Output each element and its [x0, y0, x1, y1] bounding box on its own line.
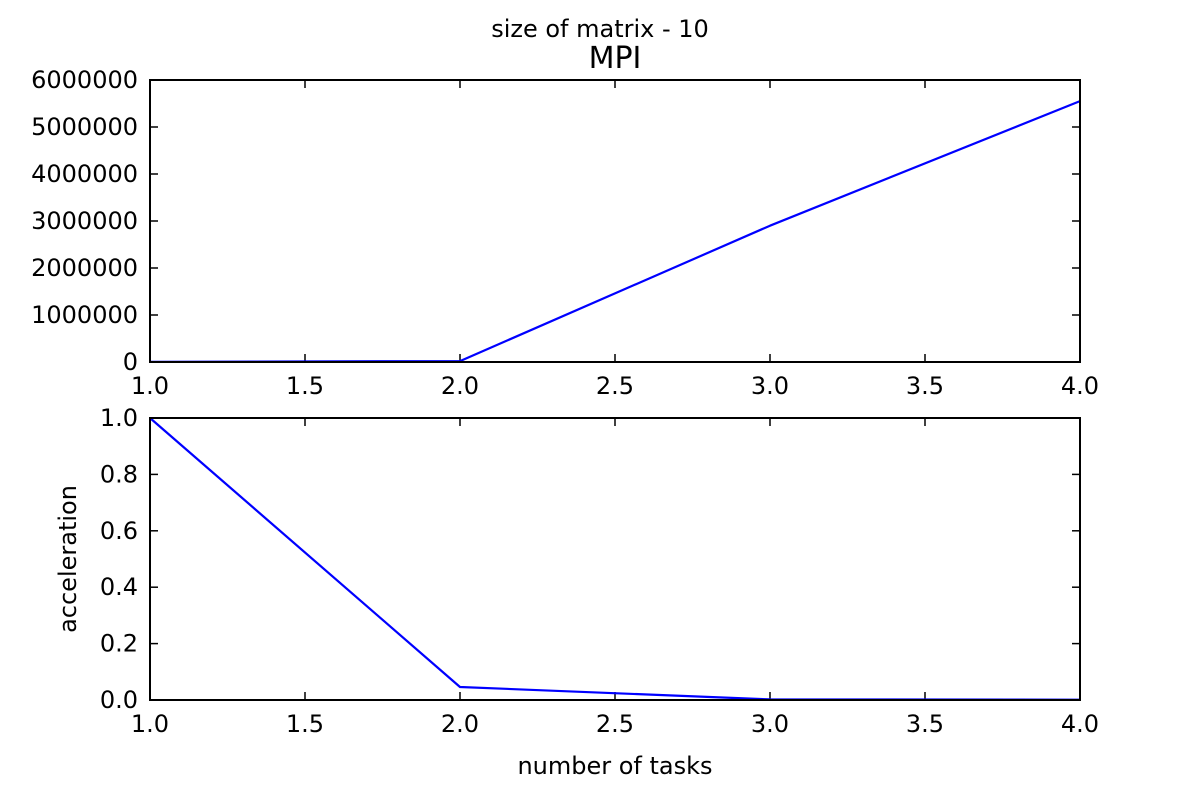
x-tick-label: 1.5 [286, 372, 324, 400]
y-axis-label: acceleration [54, 485, 82, 633]
x-tick-label: 1.5 [286, 710, 324, 738]
y-tick-label: 0.8 [100, 460, 138, 488]
y-tick-label: 0 [123, 348, 138, 376]
y-tick-label: 0.2 [100, 630, 138, 658]
x-tick-label: 3.0 [751, 710, 789, 738]
axes-frame [149, 417, 1081, 701]
x-axis-label: number of tasks [517, 752, 712, 780]
y-tick-label: 1000000 [31, 301, 138, 329]
y-tick-label: 6000000 [31, 66, 138, 94]
y-tick-label: 3000000 [31, 207, 138, 235]
x-tick-label: 2.0 [441, 710, 479, 738]
x-tick-label: 2.5 [596, 372, 634, 400]
y-tick-label: 4000000 [31, 160, 138, 188]
chart-title: MPI [589, 41, 642, 76]
axes-frame [149, 79, 1081, 363]
figure-suptitle: size of matrix - 10 [491, 15, 709, 43]
x-tick-label: 2.0 [441, 372, 479, 400]
x-tick-label: 2.5 [596, 710, 634, 738]
y-tick-label: 5000000 [31, 113, 138, 141]
x-tick-label: 3.5 [906, 710, 944, 738]
y-tick-label: 2000000 [31, 254, 138, 282]
x-tick-label: 4.0 [1061, 372, 1099, 400]
x-tick-label: 3.5 [906, 372, 944, 400]
x-tick-label: 1.0 [131, 372, 169, 400]
y-tick-label: 0.0 [100, 686, 138, 714]
x-tick-label: 3.0 [751, 372, 789, 400]
chart-mpi-time: MPI 1.0 1.5 2.0 2.5 3.0 3.5 4.0 0 1000000 2000000 3… [31, 41, 1099, 400]
chart-acceleration: 1.0 1.5 2.0 2.5 3.0 3.5 4.0 0.0 0.2 0.4 0.6 0.8 1.0 n… [54, 404, 1099, 780]
y-tick-label: 0.4 [100, 573, 138, 601]
x-tick-label: 1.0 [131, 710, 169, 738]
y-tick-label: 0.6 [100, 517, 138, 545]
x-tick-label: 4.0 [1061, 710, 1099, 738]
y-tick-label: 1.0 [100, 404, 138, 432]
